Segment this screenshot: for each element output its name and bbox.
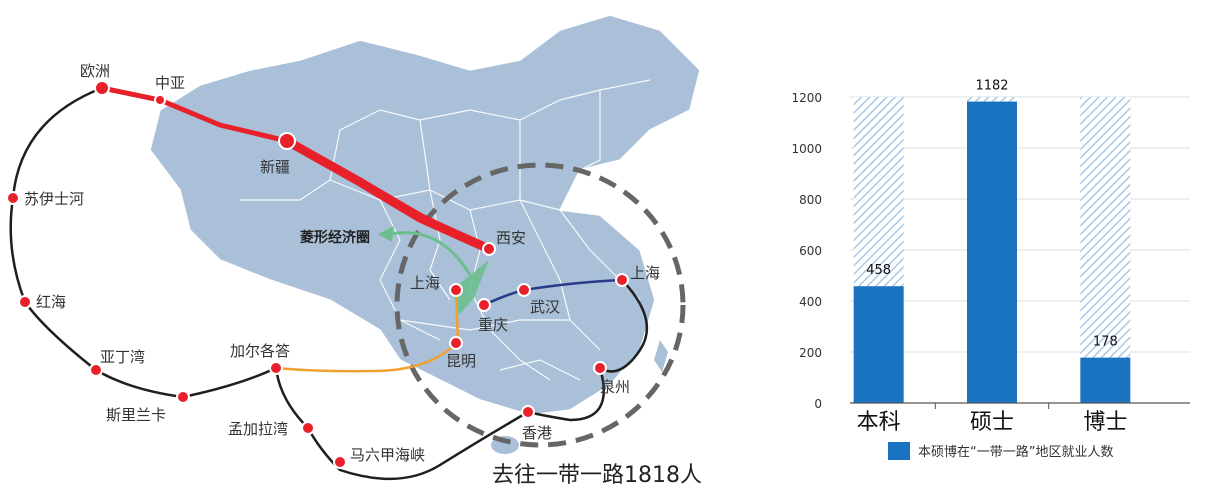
y-tick-label: 800 bbox=[799, 193, 822, 207]
belt-road-map: 欧洲 中亚 新疆 苏伊士河 红海 亚丁湾 斯里兰卡 孟加拉湾 马六甲海峡 加尔各… bbox=[6, 14, 702, 488]
bar-value-label: 458 bbox=[866, 263, 891, 278]
node-europe bbox=[94, 80, 110, 96]
diamond-arrow-head bbox=[378, 226, 394, 242]
y-tick-label: 1200 bbox=[791, 91, 822, 105]
silk-road-overland-thick bbox=[282, 136, 494, 254]
influence-circle bbox=[394, 162, 686, 448]
node-xian bbox=[482, 242, 496, 256]
kunming-chengdu-route bbox=[454, 289, 460, 344]
taiwan-island bbox=[654, 340, 668, 372]
node-bengal bbox=[301, 421, 315, 435]
label-quanzhou: 泉州 bbox=[600, 378, 630, 396]
diamond-arrow bbox=[389, 231, 472, 276]
node-sri-lanka bbox=[176, 390, 190, 404]
legend-swatch bbox=[888, 442, 910, 460]
label-sri-lanka: 斯里兰卡 bbox=[106, 406, 166, 424]
label-hongkong: 香港 bbox=[522, 424, 552, 442]
x-tick-label: 博士 bbox=[1083, 410, 1127, 435]
node-malacca bbox=[333, 455, 347, 469]
node-central-asia bbox=[154, 94, 166, 106]
label-kunming: 昆明 bbox=[446, 352, 476, 370]
node-kolkata bbox=[269, 361, 283, 375]
label-kolkata: 加尔各答 bbox=[230, 342, 290, 360]
bar bbox=[967, 101, 1017, 403]
label-suez: 苏伊士河 bbox=[24, 190, 84, 208]
bar bbox=[853, 286, 904, 403]
label-shanghai: 上海 bbox=[630, 264, 660, 282]
label-red-sea: 红海 bbox=[36, 293, 66, 311]
label-aden: 亚丁湾 bbox=[100, 348, 145, 366]
node-chengdu bbox=[449, 283, 463, 297]
label-bengal: 孟加拉湾 bbox=[228, 420, 288, 438]
route-nodes bbox=[6, 80, 629, 469]
y-tick-label: 1000 bbox=[791, 142, 822, 156]
bar bbox=[1080, 357, 1131, 403]
bar-value-label: 1182 bbox=[975, 79, 1008, 94]
province-borders bbox=[240, 79, 651, 381]
diamond-economic-zone bbox=[452, 260, 489, 315]
maritime-silk-road bbox=[9, 86, 649, 481]
node-red-sea bbox=[18, 295, 32, 309]
chart-legend: 本硕博在“一带一路”地区就业人数 bbox=[888, 442, 1113, 460]
y-tick-label: 400 bbox=[799, 295, 822, 309]
label-shanghai-west: 上海 bbox=[410, 274, 440, 292]
x-tick-label: 硕士 bbox=[970, 410, 1014, 435]
total-count-label: 去往一带一路1818人 bbox=[492, 463, 702, 488]
node-aden bbox=[89, 363, 103, 377]
node-shanghai bbox=[615, 273, 629, 287]
y-tick-label: 0 bbox=[814, 397, 822, 411]
label-xian: 西安 bbox=[496, 229, 526, 247]
label-diamond-zone: 菱形经济圈 bbox=[300, 229, 370, 246]
node-wuhan bbox=[517, 283, 531, 297]
node-kunming bbox=[449, 336, 463, 350]
chart-bars: 458 1182 178 bbox=[853, 79, 1131, 403]
y-tick-label: 600 bbox=[799, 244, 822, 258]
legend-label: 本硕博在“一带一路”地区就业人数 bbox=[918, 444, 1113, 460]
kunming-kolkata-route bbox=[275, 342, 457, 373]
label-europe: 欧洲 bbox=[80, 62, 110, 80]
node-hongkong bbox=[521, 405, 535, 419]
node-suez bbox=[6, 191, 20, 205]
node-quanzhou bbox=[593, 361, 607, 375]
label-malacca: 马六甲海峡 bbox=[350, 446, 425, 464]
label-central-asia: 中亚 bbox=[155, 74, 185, 92]
node-xinjiang bbox=[278, 132, 296, 150]
label-xinjiang: 新疆 bbox=[260, 158, 290, 176]
y-axis-ticks: 0 200 400 600 800 1000 1200 bbox=[791, 91, 822, 411]
bar-value-label: 178 bbox=[1093, 335, 1118, 350]
label-wuhan: 武汉 bbox=[530, 298, 560, 316]
background-bar bbox=[1080, 97, 1131, 403]
x-tick-label: 本科 bbox=[857, 410, 901, 435]
x-axis: 本科 硕士 博士 bbox=[850, 402, 1190, 435]
node-chongqing bbox=[477, 298, 491, 312]
label-chongqing: 重庆 bbox=[478, 316, 508, 334]
y-tick-label: 200 bbox=[799, 346, 822, 360]
